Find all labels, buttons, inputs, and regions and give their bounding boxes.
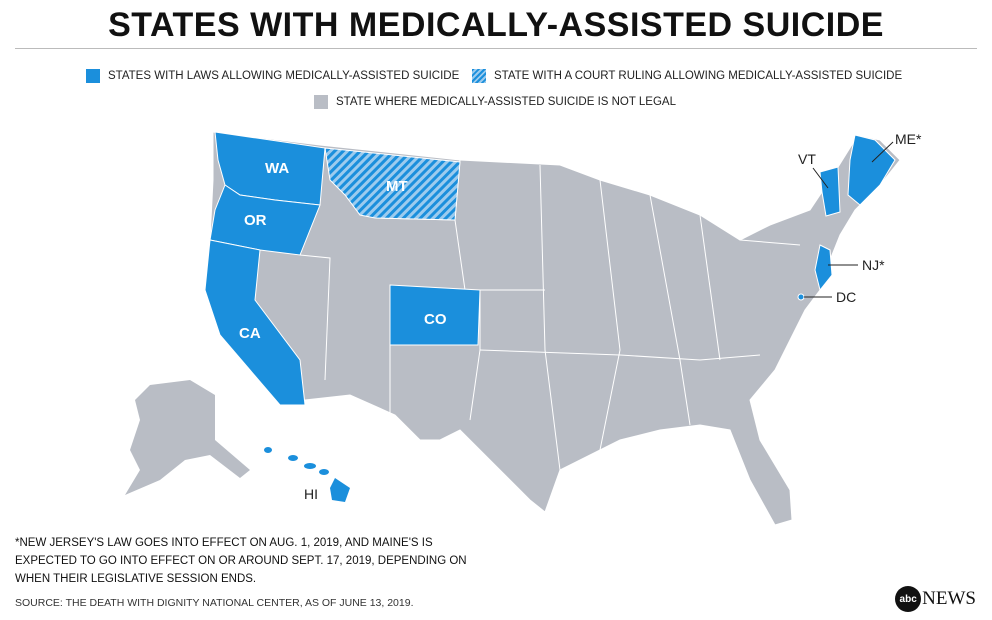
- legend-item-court: STATE WITH A COURT RULING ALLOWING MEDIC…: [472, 69, 902, 83]
- news-logo-text: NEWS: [922, 588, 976, 609]
- state-or[interactable]: [209, 184, 321, 256]
- title-divider: [15, 48, 977, 49]
- state-ca[interactable]: [204, 239, 306, 406]
- state-co[interactable]: [389, 284, 481, 346]
- legend-label: STATE WITH A COURT RULING ALLOWING MEDIC…: [494, 70, 903, 82]
- label-mt: MT: [386, 178, 408, 195]
- footnote: *NEW JERSEY'S LAW GOES INTO EFFECT ON AU…: [15, 534, 467, 588]
- legend-swatch-solid: [86, 69, 100, 83]
- legend-label: STATES WITH LAWS ALLOWING MEDICALLY-ASSI…: [108, 70, 460, 82]
- label-ca: CA: [239, 325, 261, 342]
- label-nj: NJ*: [862, 257, 885, 273]
- state-hi[interactable]: [264, 447, 350, 502]
- source-note: SOURCE: THE DEATH WITH DIGNITY NATIONAL …: [15, 597, 414, 609]
- label-wa: WA: [265, 160, 289, 177]
- legend-swatch-gray: [314, 95, 328, 109]
- state-dc[interactable]: [797, 293, 805, 301]
- abc-news-logo: abc NEWS: [895, 586, 976, 612]
- legend-label: STATE WHERE MEDICALLY-ASSISTED SUICIDE I…: [336, 96, 676, 108]
- label-vt: VT: [798, 151, 816, 167]
- footnote-line: *NEW JERSEY'S LAW GOES INTO EFFECT ON AU…: [15, 537, 433, 549]
- label-me: ME*: [895, 131, 922, 147]
- leader-me: [871, 141, 894, 163]
- legend-item-laws: STATES WITH LAWS ALLOWING MEDICALLY-ASSI…: [86, 69, 459, 83]
- label-dc: DC: [836, 289, 856, 305]
- state-me[interactable]: [847, 134, 896, 206]
- footnote-line: EXPECTED TO GO INTO EFFECT ON OR AROUND …: [15, 555, 467, 567]
- state-mt[interactable]: [324, 147, 461, 221]
- legend-item-not-legal: STATE WHERE MEDICALLY-ASSISTED SUICIDE I…: [314, 95, 676, 109]
- abc-logo-mark: abc: [895, 586, 922, 612]
- state-nj[interactable]: [814, 244, 833, 292]
- leader-vt: [812, 167, 829, 189]
- state-ak[interactable]: [125, 380, 250, 495]
- page-title: STATES WITH MEDICALLY-ASSISTED SUICIDE: [108, 6, 884, 44]
- us-mainland: [204, 131, 901, 526]
- legend-swatch-hatched: [472, 69, 486, 83]
- footnote-line: WHEN THEIR LEGISLATIVE SESSION ENDS.: [15, 573, 257, 585]
- label-hi: HI: [304, 486, 318, 502]
- label-co: CO: [424, 311, 447, 328]
- label-or: OR: [244, 212, 267, 229]
- state-vt[interactable]: [819, 166, 841, 217]
